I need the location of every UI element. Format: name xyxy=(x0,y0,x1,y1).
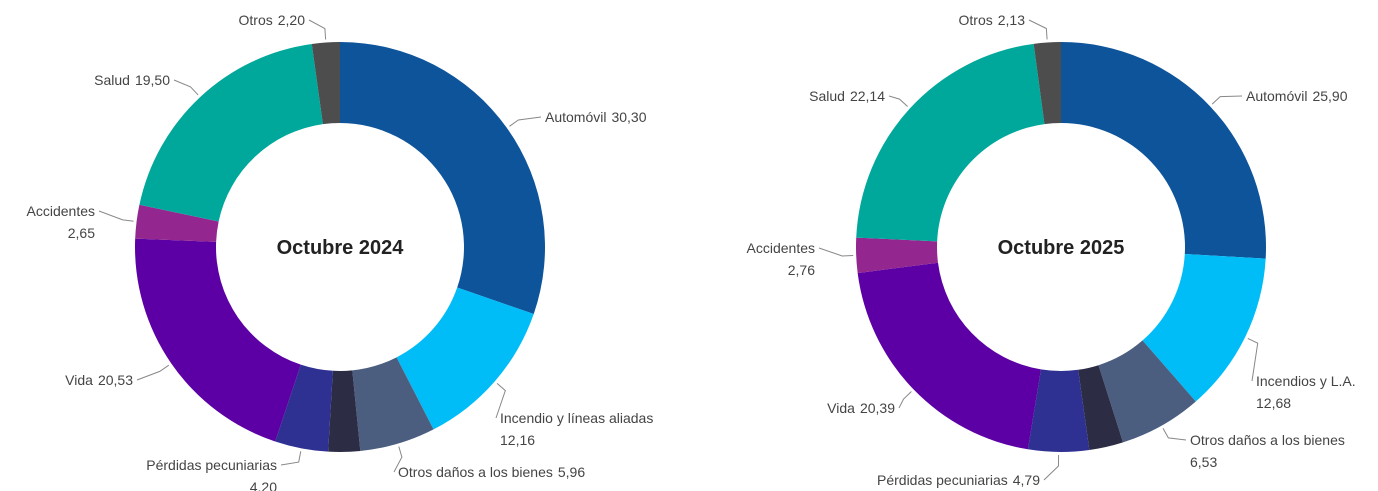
donut-slice xyxy=(857,262,1041,450)
slice-name: Vida xyxy=(827,400,855,416)
slice-name: Incendios y L.A. xyxy=(1256,373,1356,389)
slice-name: Automóvil xyxy=(545,109,606,125)
donut-slice xyxy=(352,357,434,451)
slice-label: Incendio y líneas aliadas 12,16 xyxy=(500,410,653,448)
slice-label: Accidentes 2,65 xyxy=(27,203,96,241)
donut-slice xyxy=(1098,340,1196,443)
slice-name: Automóvil xyxy=(1246,88,1307,104)
slice-name: Vida xyxy=(65,372,93,388)
slice-label: Salud 19,50 xyxy=(94,72,170,88)
donut-slice xyxy=(311,42,340,125)
slice-name: Salud xyxy=(809,88,845,104)
slice-label: Vida 20,39 xyxy=(827,400,895,416)
slice-value: 2,76 xyxy=(788,262,815,278)
slice-name: Otros daños a los bienes xyxy=(398,464,553,480)
donut-chart: Automóvil 25,90 Incendios y L.A. 12,68 Otros… xyxy=(747,12,1356,488)
leader-line xyxy=(98,210,134,222)
slice-label: Vida 20,53 xyxy=(65,372,133,388)
slice-value: 5,96 xyxy=(558,464,585,480)
slice-label: Otros 2,13 xyxy=(959,12,1026,28)
slice-label: Otros daños a los bienes 5,96 xyxy=(398,464,585,480)
slice-name: Incendio y líneas aliadas xyxy=(500,410,653,426)
leader-line xyxy=(888,95,908,107)
donut-slice xyxy=(1061,42,1267,259)
donut-slice xyxy=(856,237,939,274)
slice-value: 30,30 xyxy=(611,109,646,125)
leader-line xyxy=(898,391,912,409)
leader-line xyxy=(818,247,854,257)
slice-name: Otros xyxy=(239,12,273,28)
donut-slice xyxy=(139,43,323,222)
donut-slice xyxy=(1142,254,1266,402)
slice-value: 25,90 xyxy=(1312,88,1347,104)
slice-value: 20,53 xyxy=(98,372,133,388)
slice-label: Automóvil 30,30 xyxy=(545,109,647,125)
slice-value: 4,79 xyxy=(1013,472,1040,488)
leader-line xyxy=(509,116,542,127)
slice-label: Automóvil 25,90 xyxy=(1246,88,1348,104)
donut-slice xyxy=(396,287,534,430)
leader-line xyxy=(280,451,302,466)
donut-chart: Automóvil 30,30 Incendio y líneas aliadas 1… xyxy=(27,12,654,491)
donut-slice xyxy=(135,238,301,442)
leader-line xyxy=(1247,337,1259,382)
slice-label: Pérdidas pecuniarias 4,79 xyxy=(877,472,1040,488)
chart-title: Octubre 2025 xyxy=(998,237,1125,259)
slice-name: Salud xyxy=(94,72,130,88)
slice-label: Incendios y L.A. 12,68 xyxy=(1256,373,1356,411)
slice-label: Accidentes 2,76 xyxy=(747,240,816,278)
slice-label: Otros daños a los bienes 6,53 xyxy=(1190,432,1345,470)
donut-slice xyxy=(1033,42,1061,125)
slice-name: Otros daños a los bienes xyxy=(1190,432,1345,448)
slice-value: 2,65 xyxy=(68,225,95,241)
slice-value: 2,20 xyxy=(278,12,305,28)
leader-line xyxy=(1211,95,1243,105)
donut-slice xyxy=(275,364,333,452)
donut-slice xyxy=(328,370,361,452)
slice-value: 2,13 xyxy=(998,12,1025,28)
donut-slice xyxy=(1078,365,1123,451)
chart-title: Octubre 2024 xyxy=(277,237,405,259)
donut-slice xyxy=(340,42,545,315)
leader-line xyxy=(1028,19,1048,40)
slice-value: 20,39 xyxy=(860,400,895,416)
slice-value: 4,20 xyxy=(250,479,277,491)
slice-value: 12,68 xyxy=(1256,395,1291,411)
slice-value: 6,53 xyxy=(1190,454,1217,470)
slice-label: Pérdidas pecuniarias 4,20 xyxy=(146,457,277,491)
slice-value: 22,14 xyxy=(850,88,885,104)
slice-name: Accidentes xyxy=(27,203,95,219)
leader-line xyxy=(495,382,506,419)
slice-value: 19,50 xyxy=(135,72,170,88)
leader-line xyxy=(1162,428,1187,441)
slice-name: Pérdidas pecuniarias xyxy=(877,472,1008,488)
slice-value: 12,16 xyxy=(500,432,535,448)
slice-name: Pérdidas pecuniarias xyxy=(146,457,277,473)
leader-line xyxy=(308,19,327,40)
donut-slice xyxy=(135,204,219,242)
leader-line xyxy=(173,79,199,96)
leader-line xyxy=(1043,454,1060,481)
donut-slice xyxy=(1027,369,1090,452)
leader-line xyxy=(393,446,403,473)
slice-label: Otros 2,20 xyxy=(239,12,306,28)
slice-name: Otros xyxy=(959,12,993,28)
donut-slice xyxy=(856,43,1045,242)
leader-line xyxy=(136,364,170,381)
slice-name: Accidentes xyxy=(747,240,815,256)
slice-label: Salud 22,14 xyxy=(809,88,885,104)
